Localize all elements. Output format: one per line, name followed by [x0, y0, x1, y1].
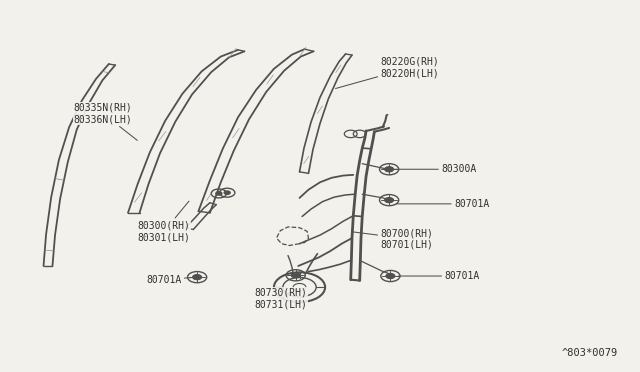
Text: 80700(RH)
80701(LH): 80700(RH) 80701(LH) [351, 228, 434, 250]
Circle shape [224, 191, 230, 195]
Text: 80300A: 80300A [394, 164, 477, 174]
Circle shape [385, 198, 394, 203]
Text: ^803*0079: ^803*0079 [561, 348, 618, 358]
Text: 80701A: 80701A [396, 199, 490, 209]
Text: 80730(RH)
80731(LH): 80730(RH) 80731(LH) [255, 288, 308, 309]
Text: 80300(RH)
80301(LH): 80300(RH) 80301(LH) [138, 201, 191, 242]
Text: 80220G(RH)
80220H(LH): 80220G(RH) 80220H(LH) [335, 57, 440, 89]
Text: 80335N(RH)
80336N(LH): 80335N(RH) 80336N(LH) [74, 103, 138, 140]
Circle shape [386, 273, 395, 279]
Text: 80701A: 80701A [398, 271, 480, 281]
Circle shape [385, 167, 394, 172]
Text: 80701A: 80701A [146, 275, 195, 285]
Circle shape [216, 192, 222, 195]
Circle shape [291, 273, 300, 278]
Circle shape [193, 275, 202, 280]
